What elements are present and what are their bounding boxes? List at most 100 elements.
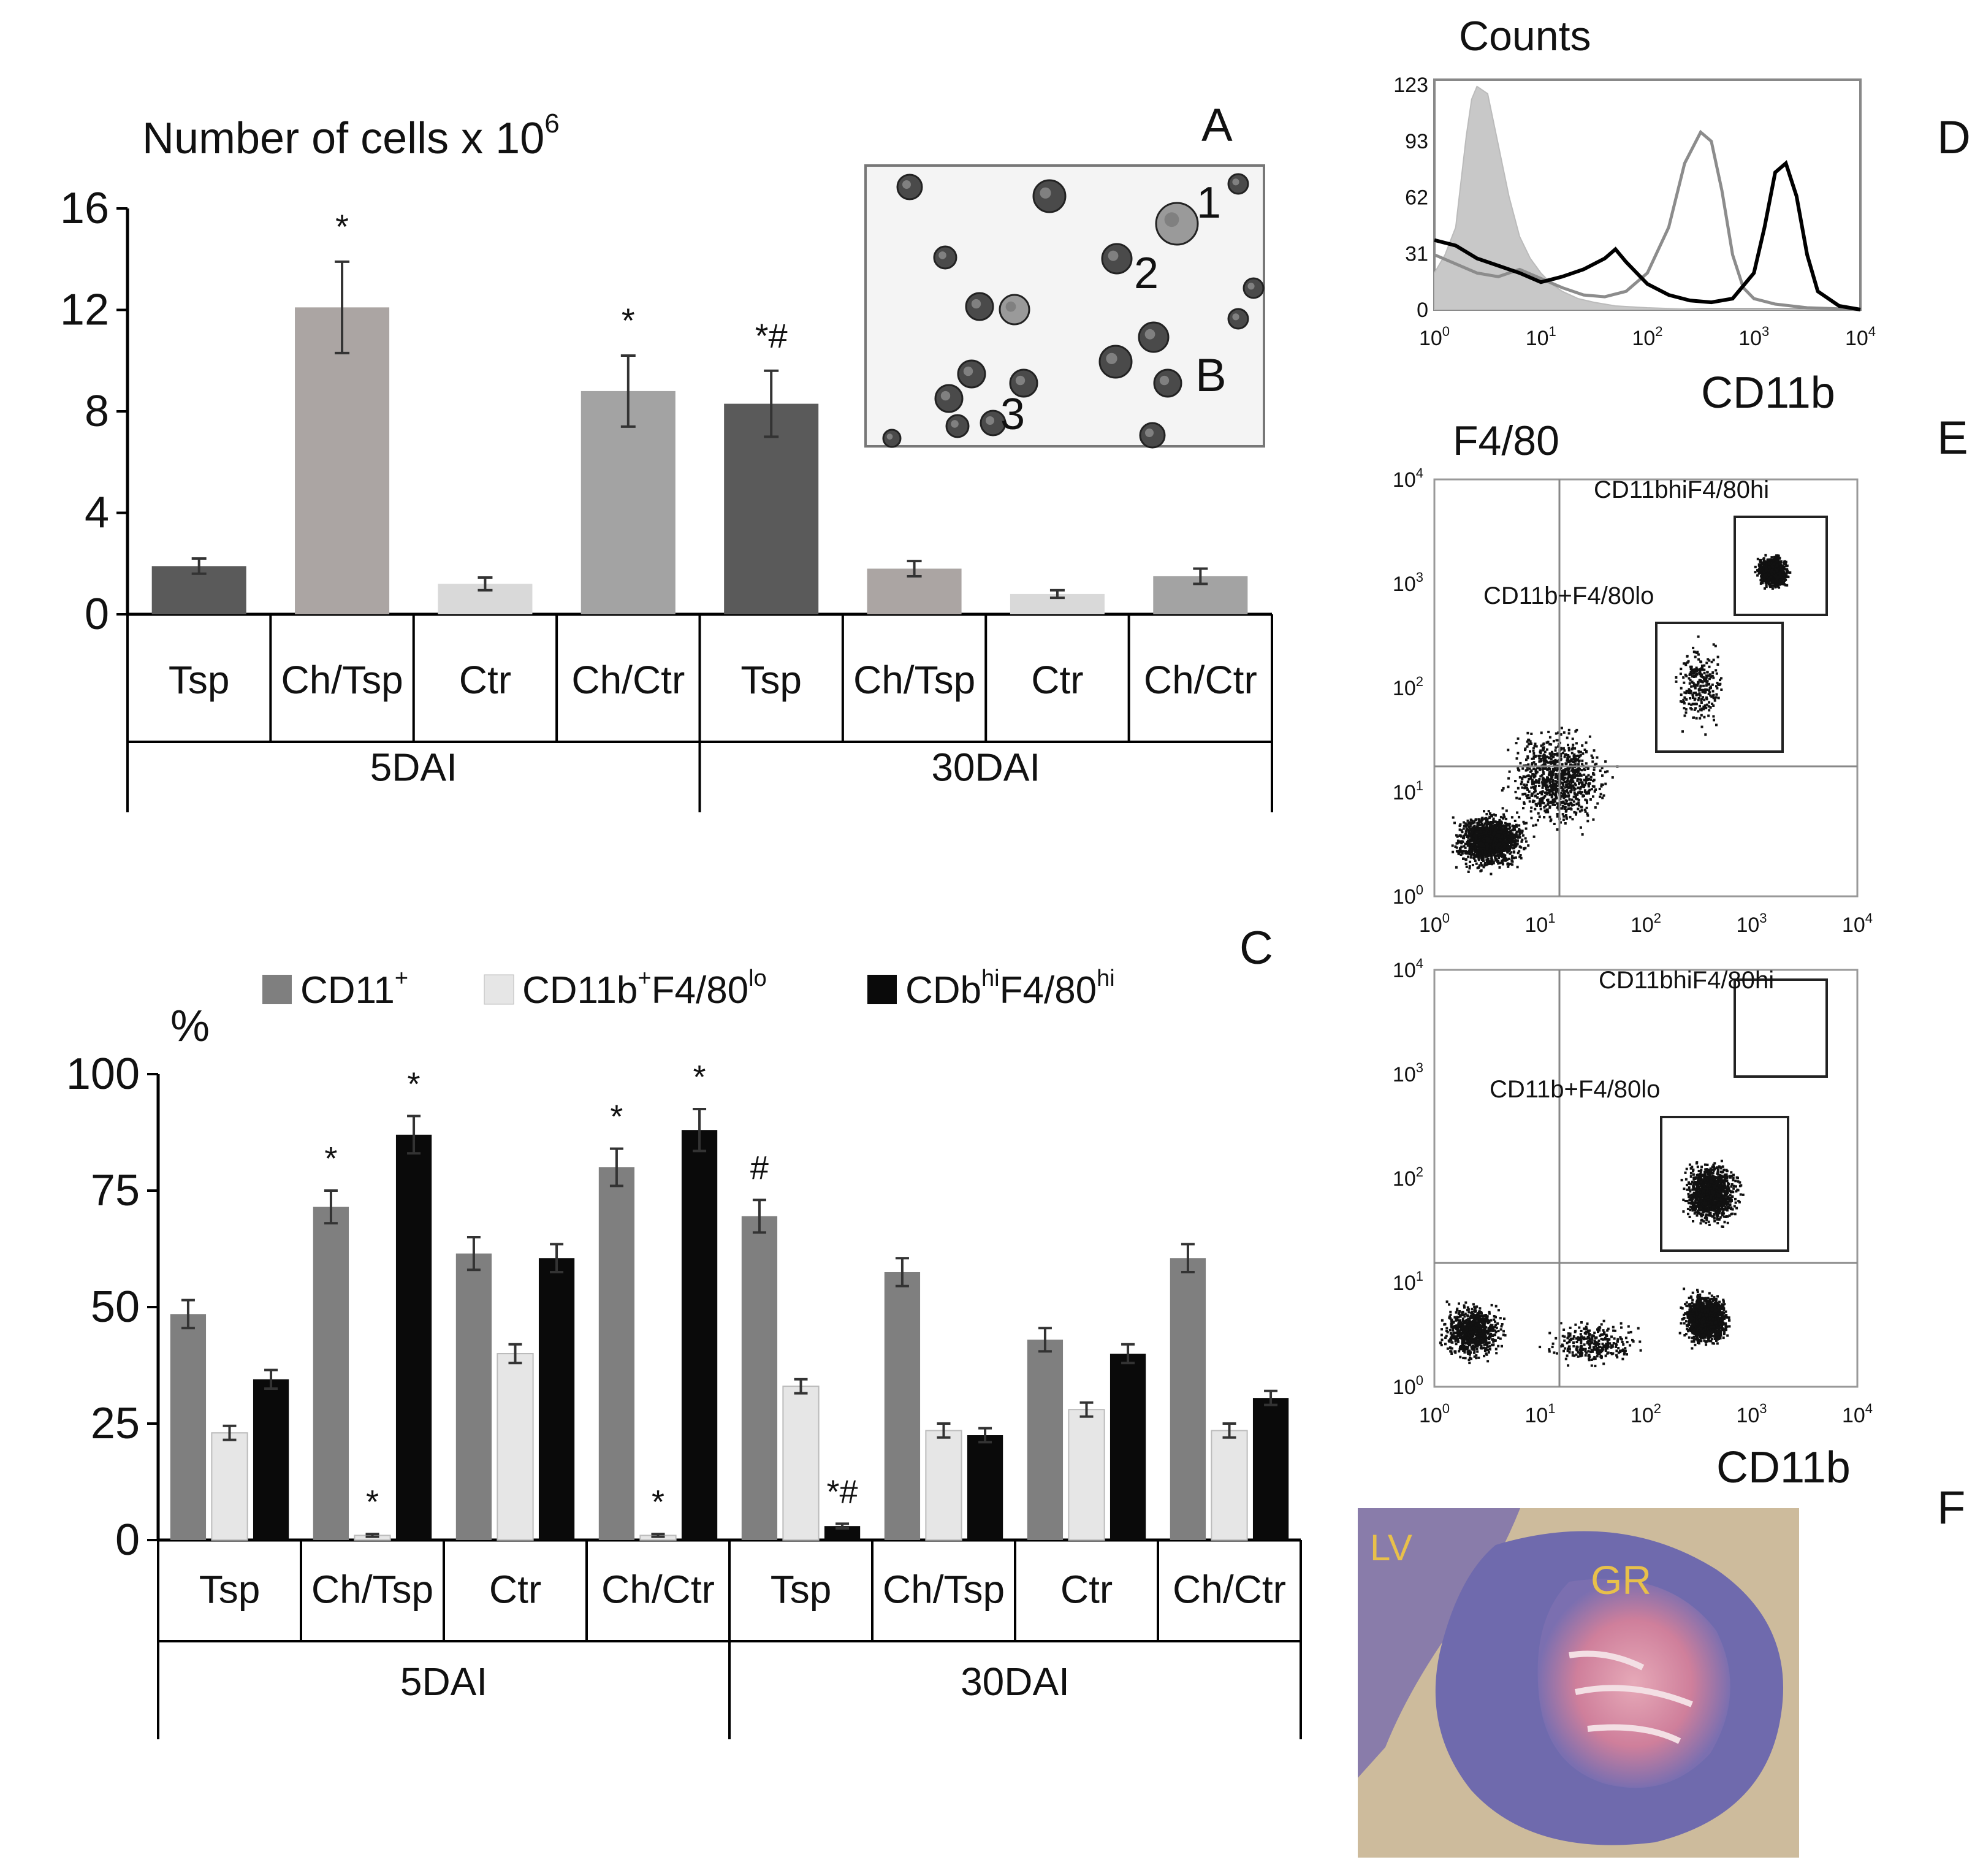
dot — [1762, 563, 1765, 566]
dot — [1483, 863, 1486, 866]
dot — [1503, 838, 1506, 841]
dot — [1472, 1330, 1475, 1333]
dot — [1507, 865, 1510, 868]
dot — [1598, 787, 1601, 790]
cell-nucleus — [1232, 313, 1239, 321]
dot — [1700, 699, 1703, 702]
dot — [1580, 792, 1583, 795]
dot — [1486, 828, 1489, 831]
dot — [1565, 762, 1568, 765]
panel-letter-c: C — [1239, 922, 1273, 974]
dot — [1718, 684, 1721, 686]
cell-nucleus — [1159, 375, 1170, 386]
dot — [1548, 771, 1551, 774]
dot — [1481, 1314, 1484, 1317]
dot — [1601, 796, 1604, 799]
dot — [1477, 1312, 1480, 1315]
dot — [1784, 563, 1787, 566]
dot — [1475, 828, 1479, 831]
dot — [1501, 863, 1504, 866]
dot — [1573, 753, 1576, 756]
dotplot-x-tick: 101 — [1524, 910, 1555, 937]
dot — [1711, 683, 1714, 686]
dot — [1575, 803, 1578, 806]
dot — [1572, 768, 1575, 771]
dot — [1466, 835, 1469, 838]
dot — [1450, 1336, 1453, 1340]
dot — [1551, 792, 1555, 795]
dot — [1550, 773, 1553, 776]
dot — [1539, 791, 1542, 794]
dot — [1556, 806, 1559, 809]
dot — [1682, 676, 1685, 679]
dot — [1526, 757, 1529, 760]
dot — [1759, 579, 1762, 582]
dot — [1483, 837, 1486, 841]
dot — [1535, 771, 1538, 774]
bar-series-1 — [1068, 1409, 1105, 1541]
dot — [1531, 763, 1533, 766]
dot — [1444, 1336, 1447, 1340]
dot — [1468, 865, 1471, 868]
dot — [1699, 674, 1702, 677]
dot — [1539, 754, 1542, 757]
dot — [1457, 1340, 1460, 1343]
dot — [1566, 777, 1569, 780]
dot — [1467, 855, 1470, 858]
dot — [1488, 1348, 1491, 1351]
dot — [1574, 797, 1577, 800]
dot — [1577, 754, 1580, 757]
dot — [1779, 576, 1782, 579]
dot — [1474, 837, 1477, 840]
dot — [1445, 1300, 1448, 1303]
micrograph-cells — [882, 173, 1265, 449]
dot — [1716, 683, 1719, 686]
dot — [1599, 769, 1602, 772]
dot — [1567, 807, 1570, 810]
dot — [1454, 1351, 1457, 1354]
dot — [1587, 767, 1590, 770]
dot — [1684, 663, 1688, 666]
dot — [1471, 822, 1474, 825]
dot — [1467, 1359, 1471, 1362]
dot — [1546, 789, 1549, 792]
dot — [1562, 752, 1564, 755]
dot — [1572, 755, 1575, 758]
dot — [1501, 852, 1504, 855]
dot — [1548, 793, 1551, 796]
dot — [1525, 840, 1528, 843]
dot — [1510, 837, 1513, 840]
dot — [1475, 862, 1478, 865]
dotplot-dots — [1451, 554, 1792, 875]
cell-nucleus — [1144, 329, 1155, 340]
dot — [1476, 823, 1479, 826]
dot — [1471, 835, 1473, 838]
dot — [1460, 845, 1463, 848]
dot — [1701, 688, 1704, 692]
dot — [1489, 821, 1492, 824]
significance-mark: * — [408, 1066, 421, 1102]
dot — [1472, 839, 1475, 842]
dot — [1581, 833, 1584, 836]
dot — [1509, 863, 1512, 866]
dot — [1702, 676, 1705, 679]
legend-label-cd11b-f480lo: CD11b+F4/80lo — [522, 966, 767, 1012]
dot — [1464, 858, 1467, 861]
dot — [1683, 714, 1686, 717]
dot — [1483, 1339, 1486, 1342]
dot — [1530, 794, 1533, 797]
dot — [1770, 565, 1773, 568]
dot — [1770, 573, 1773, 576]
dot — [1511, 832, 1514, 835]
dot — [1601, 774, 1604, 777]
legend-swatch-cdbhi-f480hi — [867, 975, 897, 1004]
dot — [1553, 804, 1556, 806]
dot — [1491, 1326, 1494, 1329]
dot — [1526, 740, 1529, 743]
dot — [1591, 756, 1594, 759]
dot — [1577, 791, 1580, 794]
dot — [1778, 575, 1781, 578]
dot — [1515, 825, 1518, 828]
dot — [1574, 755, 1577, 758]
